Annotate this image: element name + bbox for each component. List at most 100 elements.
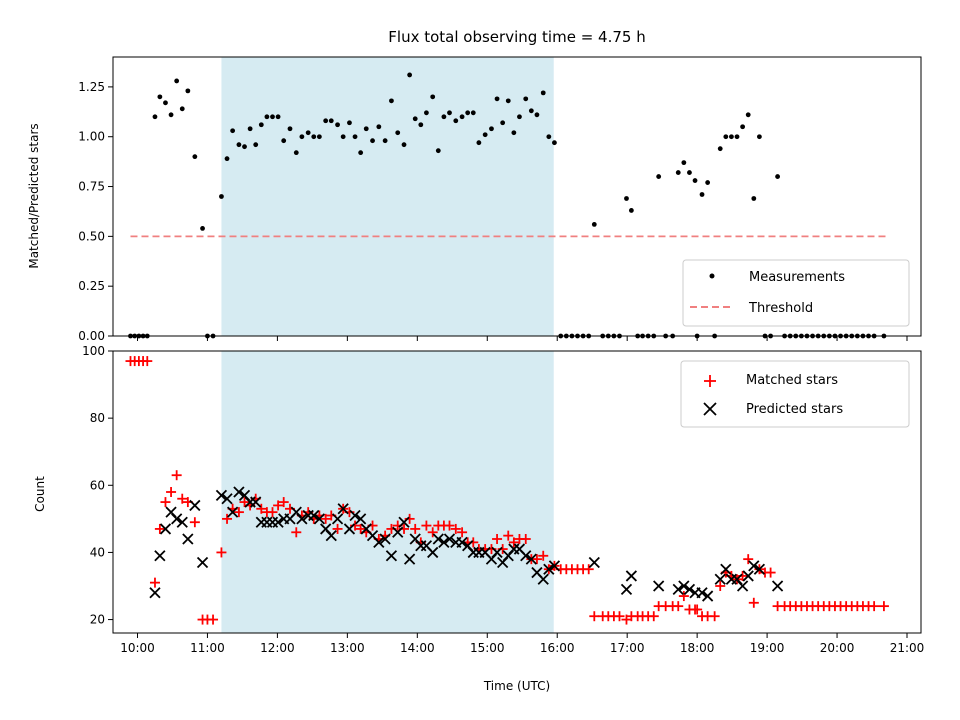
measurement-point [699, 192, 705, 197]
predicted-stars-point [233, 486, 245, 498]
measurement-point [489, 126, 494, 132]
matched-stars-point [492, 534, 503, 544]
series-predicted-stars [149, 486, 784, 602]
predicted-stars-point [355, 513, 367, 525]
predicted-stars-point [385, 550, 398, 562]
measurement-point [494, 96, 500, 102]
measurement-point [435, 148, 441, 154]
predicted-stars-point [349, 509, 361, 522]
matched-stars-point [457, 527, 468, 538]
legend-matched-marker [704, 375, 716, 387]
predicted-stars-point [296, 513, 308, 525]
y-tick-label: 100 [82, 344, 105, 358]
measurement-point [412, 116, 418, 122]
matched-stars-point [267, 507, 278, 518]
measurement-point [328, 118, 334, 124]
series-measurements [128, 72, 887, 339]
measurement-point [705, 180, 711, 185]
predicted-stars-point [720, 563, 732, 575]
matched-stars-point [410, 523, 421, 534]
measurement-point [591, 222, 597, 227]
measurement-point [459, 114, 465, 120]
matched-stars-point [291, 527, 302, 538]
measurement-point [275, 114, 281, 120]
measurement-point [465, 110, 471, 116]
measurement-point [424, 110, 429, 116]
measurement-point [200, 225, 205, 231]
legend-threshold-label: Threshold [748, 301, 813, 316]
top-legend: Measurements Threshold [682, 259, 910, 327]
measurement-point [453, 118, 459, 124]
observing-window-span [221, 351, 554, 633]
matched-stars-point [355, 523, 366, 534]
predicted-stars-point [620, 583, 633, 595]
measurement-point [305, 130, 311, 136]
measurement-point [687, 170, 692, 175]
predicted-stars-point [625, 570, 638, 582]
x-axis-label: Time (UTC) [483, 679, 550, 693]
predicted-stars-point [548, 560, 561, 572]
measurement-point [511, 130, 517, 136]
measurement-point [546, 134, 552, 140]
y-tick-label: 60 [90, 478, 105, 492]
measurement-point [168, 112, 174, 118]
predicted-stars-point [343, 523, 356, 535]
measurement-point [163, 100, 168, 106]
predicted-stars-point [189, 499, 201, 512]
measurement-point [340, 134, 346, 140]
x-tick-label: 16:00 [540, 641, 575, 655]
y-tick-label: 1.25 [78, 80, 105, 94]
predicted-stars-point [432, 533, 444, 545]
x-tick-label: 17:00 [610, 641, 645, 655]
y-tick-label: 20 [90, 613, 105, 627]
x-tick-label: 13:00 [330, 641, 365, 655]
predicted-stars-point [736, 580, 749, 592]
predicted-stars-point [337, 503, 349, 515]
predicted-stars-point [742, 570, 754, 582]
matched-stars-point [332, 523, 343, 534]
predicted-stars-point [176, 516, 188, 528]
measurement-point [751, 196, 757, 201]
bottom-panel: Count Time (UTC) 20 40 60 80 100 10:00 11:00 12… [33, 344, 924, 693]
measurement-point [185, 88, 191, 94]
predicted-stars-point [159, 523, 172, 535]
bottom-y-axis-label: Count [33, 476, 47, 512]
measurement-point [534, 112, 540, 118]
measurement-point [242, 144, 247, 150]
matched-stars-point [256, 503, 267, 514]
x-tick-label: 14:00 [400, 641, 435, 655]
measurement-point [745, 112, 751, 118]
measurement-point [476, 140, 482, 146]
measurement-point [500, 120, 506, 126]
predicted-stars-point [373, 536, 385, 548]
predicted-stars-point [520, 550, 532, 562]
predicted-stars-point [331, 513, 344, 525]
y-tick-label: 0.25 [78, 279, 105, 293]
y-tick-label: 80 [90, 411, 105, 425]
measurement-point [757, 134, 762, 140]
measurement-point [656, 174, 662, 179]
x-tick-label: 10:00 [120, 641, 155, 655]
measurement-point [675, 170, 681, 175]
matched-stars-point [166, 487, 177, 497]
matched-stars-point [692, 604, 703, 615]
measurement-point [236, 142, 242, 148]
y-tick-label: 40 [90, 545, 105, 559]
predicted-stars-point [221, 493, 233, 505]
measurement-point [628, 208, 634, 213]
matched-stars-point [171, 470, 182, 481]
measurement-point [540, 90, 546, 96]
predicted-stars-point [149, 587, 161, 599]
measurement-point [335, 122, 340, 128]
measurement-point [370, 138, 375, 144]
x-tick-label: 12:00 [260, 641, 295, 655]
matched-stars-point [715, 581, 726, 591]
axes-frame [112, 56, 922, 337]
measurement-point [407, 72, 413, 78]
predicted-stars-point [537, 573, 549, 585]
measurement-point [376, 124, 382, 130]
measurement-point [253, 142, 259, 148]
y-tick-label: 0.50 [78, 229, 105, 243]
measurement-point [395, 130, 401, 136]
measurement-point [681, 160, 687, 166]
